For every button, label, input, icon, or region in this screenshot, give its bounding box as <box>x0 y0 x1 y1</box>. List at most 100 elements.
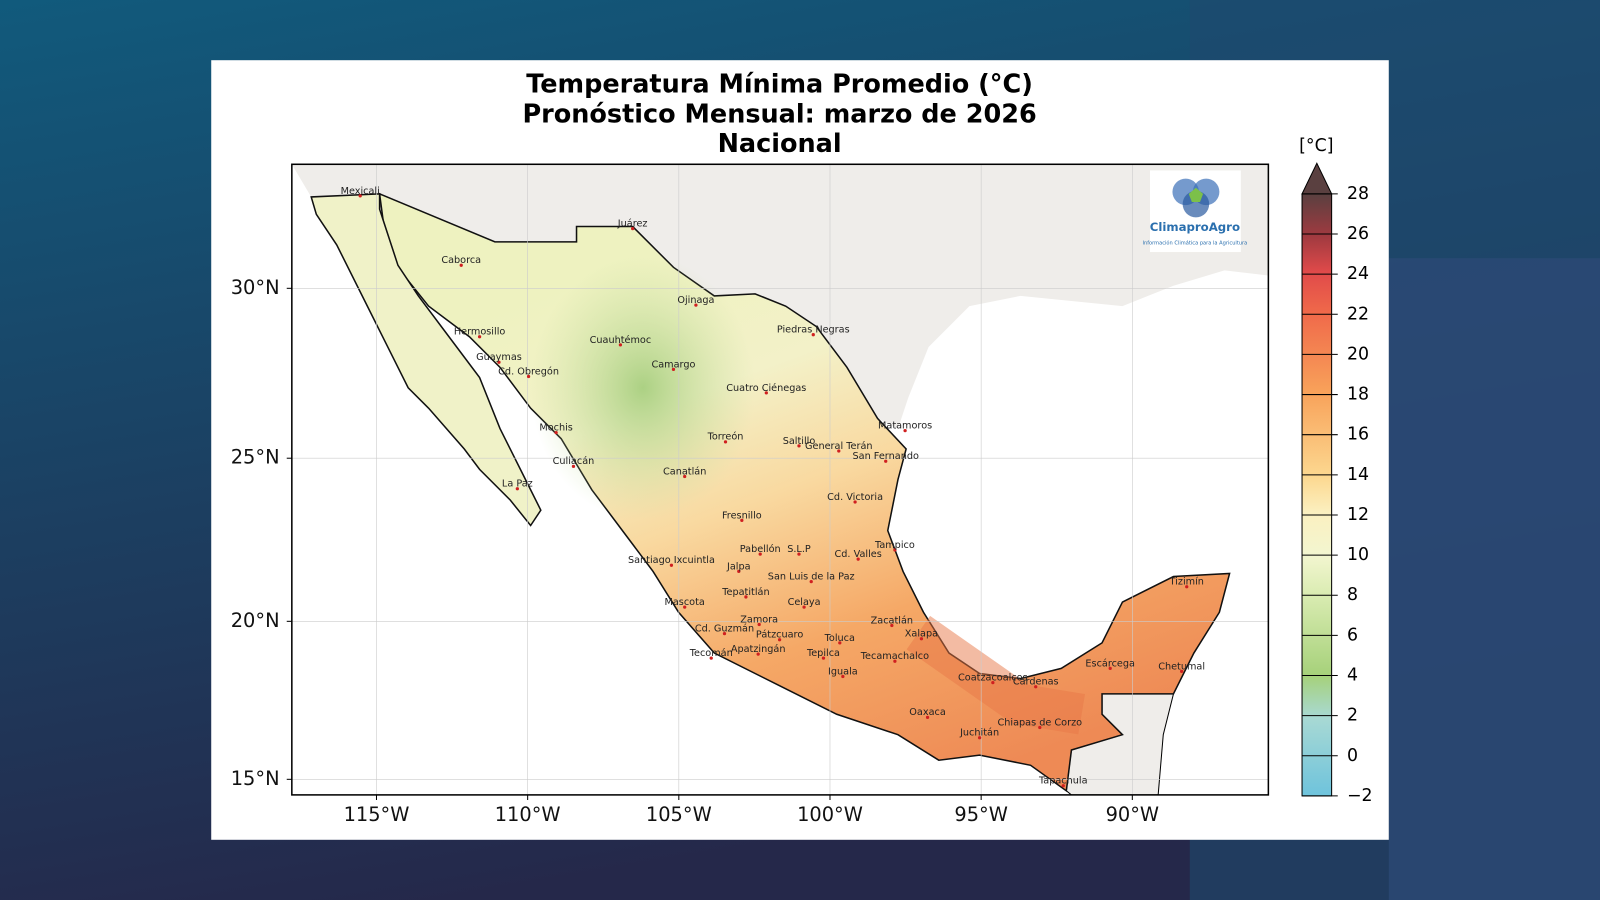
city-label: Zacatlán <box>871 614 913 626</box>
warm-area <box>906 615 1085 735</box>
colorbar-tick-label: 4 <box>1347 666 1358 686</box>
logo-circle <box>1182 190 1210 218</box>
city-label: Tecomán <box>689 647 733 659</box>
city-label: San Luis de la Paz <box>768 572 855 583</box>
city-dot <box>683 474 687 479</box>
city-dot <box>756 652 760 656</box>
y-tick-label: 30°N <box>231 276 280 299</box>
city-label: Cuatro Ciénegas <box>726 382 806 394</box>
city-dot <box>841 674 845 679</box>
city-label: Torreón <box>707 431 744 443</box>
x-tick-label: 95°W <box>954 803 1007 826</box>
colorbar-tick-label: 16 <box>1347 425 1369 445</box>
city-dot <box>744 595 748 599</box>
x-tick-label: 110°W <box>495 803 561 826</box>
x-tick-label: 100°W <box>797 803 863 826</box>
colorbar-tick-label: 8 <box>1347 585 1358 605</box>
title: Pronóstico Mensual: marzo de 2026 <box>522 99 1036 129</box>
city-label: Celaya <box>788 597 821 608</box>
city-label: Pabellón <box>740 543 781 555</box>
city-label: Coatzacoalcos <box>958 673 1028 684</box>
city-dot <box>477 335 482 339</box>
city-label: Piedras Negras <box>777 325 850 336</box>
city-label: Saltillo <box>783 436 816 447</box>
colorbar-tick-label: 12 <box>1347 505 1369 525</box>
city-label: Mochis <box>539 423 573 434</box>
city-label: Juchitán <box>959 727 999 739</box>
city-dot <box>925 715 930 719</box>
city-dot <box>671 367 676 372</box>
city-dot <box>358 194 362 198</box>
city-dot <box>737 569 741 574</box>
city-dot <box>1180 669 1184 674</box>
city-dot <box>821 656 826 660</box>
city-label: Tizimín <box>1169 576 1204 588</box>
city-dot <box>758 552 762 556</box>
city-label: Oaxaca <box>909 707 946 718</box>
city-label: San Fernando <box>853 451 919 462</box>
city-dot <box>1185 585 1189 589</box>
city-label: General Terán <box>805 440 873 452</box>
city-label: Chiapas de Corzo <box>997 717 1082 728</box>
city-label: Mascota <box>665 597 705 608</box>
colorbar-tick-label: 28 <box>1347 184 1369 204</box>
colorbar-tick-label: 14 <box>1347 465 1369 485</box>
city-label: Cd. Guzmán <box>695 623 754 635</box>
city-dot <box>884 459 888 463</box>
city-label: Escárcega <box>1085 657 1135 669</box>
city-dot <box>722 632 727 636</box>
colorbar-tick-label: 0 <box>1347 746 1358 766</box>
city-label: Canatlán <box>663 465 706 477</box>
city-dot <box>683 605 687 609</box>
colorbar <box>1301 193 1333 797</box>
city-label: Ojinaga <box>677 295 714 306</box>
city-dot <box>919 637 924 641</box>
city-dot <box>797 444 801 448</box>
city-label: Cárdenas <box>1013 676 1059 688</box>
logo-name: ClimaproAgro <box>1150 220 1240 234</box>
city-label: Apatzingán <box>731 643 786 655</box>
city-label: Cd. Victoria <box>827 492 883 503</box>
city-label: Cd. Valles <box>835 549 882 560</box>
city-dot <box>777 638 782 642</box>
colorbar-tick-label: 18 <box>1347 385 1369 405</box>
city-label: Hermosillo <box>454 327 506 338</box>
city-dot <box>1034 685 1038 689</box>
city-dot <box>618 343 623 347</box>
city-label: Mexicali <box>341 186 380 197</box>
city-dot <box>853 500 857 504</box>
city-dot <box>893 659 897 663</box>
baja-california <box>310 193 542 527</box>
title: Nacional <box>718 129 842 159</box>
city-dot <box>723 440 728 444</box>
city-label: Tepilca <box>806 648 840 659</box>
colorbar-tick-label: −2 <box>1347 786 1373 806</box>
city-label: S.L.P <box>787 544 811 555</box>
city-label: Iguala <box>828 666 858 677</box>
city-dot <box>991 681 995 685</box>
city-label: La Paz <box>502 479 533 490</box>
city-label: Juárez <box>617 217 648 229</box>
city-label: Tapachula <box>1038 776 1088 787</box>
title: Temperatura Mínima Promedio (°C) <box>526 70 1033 100</box>
city-dot <box>890 623 894 628</box>
city-label: Toluca <box>824 633 855 644</box>
city-dot <box>856 557 860 561</box>
colorbar-tick-label: 26 <box>1347 224 1369 244</box>
city-dot <box>631 226 635 231</box>
city-dot <box>1061 784 1065 788</box>
city-dot <box>571 464 576 468</box>
logo-tagline: Información Climática para la Agricultur… <box>1142 239 1247 246</box>
city-dot <box>526 374 531 379</box>
city-dot <box>694 303 698 307</box>
city-dot <box>459 263 463 267</box>
city-dot <box>811 333 815 337</box>
city-dot <box>802 605 806 609</box>
colorbar-tick-label: 22 <box>1347 304 1369 324</box>
usa <box>291 164 1269 429</box>
city-dot <box>740 518 744 523</box>
city-label: Jalpa <box>726 561 751 572</box>
city-dot <box>757 622 761 627</box>
logo-mark <box>1188 187 1204 203</box>
